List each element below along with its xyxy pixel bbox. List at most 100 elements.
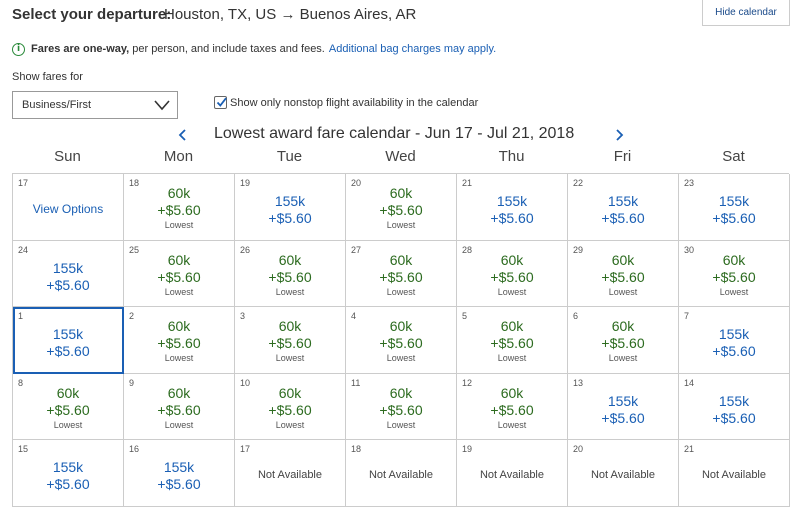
lowest-badge: Lowest <box>275 353 305 363</box>
fare-info: i Fares are one-way, per person, and inc… <box>12 41 496 57</box>
taxes-fees: +$5.60 <box>379 202 423 218</box>
view-options-link[interactable]: View Options <box>32 202 104 216</box>
lowest-badge: Lowest <box>386 220 416 230</box>
taxes-fees: +$5.60 <box>268 401 312 418</box>
calendar-day-cell[interactable]: 30 60k +$5.60 Lowest <box>679 240 790 307</box>
award-miles: 60k <box>500 384 524 401</box>
calendar-day-cell[interactable]: 11 60k +$5.60 Lowest <box>346 373 457 440</box>
day-number: 10 <box>240 377 251 388</box>
taxes-fees: +$5.60 <box>601 409 645 426</box>
nonstop-filter[interactable]: Show only nonstop flight availability in… <box>214 96 478 109</box>
not-available-text: Not Available <box>257 469 322 481</box>
day-number: 9 <box>129 377 135 388</box>
calendar-day-cell[interactable]: 7 155k +$5.60 <box>679 307 790 374</box>
taxes-fees: +$5.60 <box>379 401 423 418</box>
calendar-day-cell[interactable]: 18 60k +$5.60 Lowest <box>124 174 235 241</box>
award-miles: 60k <box>167 185 191 201</box>
award-miles: 60k <box>389 185 413 201</box>
lowest-badge: Lowest <box>497 419 527 430</box>
day-number: 26 <box>240 244 251 255</box>
lowest-badge: Lowest <box>719 286 749 297</box>
departure-header: Select your departure: Houston, TX, US →… <box>12 0 800 30</box>
calendar-day-cell[interactable]: 27 60k +$5.60 Lowest <box>346 240 457 307</box>
taxes-fees: +$5.60 <box>712 343 756 359</box>
lowest-badge: Lowest <box>386 353 416 363</box>
award-miles: 60k <box>167 251 191 268</box>
day-number: 3 <box>240 311 246 321</box>
calendar-day-cell: 17 Not Available <box>235 440 346 507</box>
taxes-fees: +$5.60 <box>712 268 756 285</box>
award-miles: 60k <box>167 384 191 401</box>
taxes-fees: +$5.60 <box>157 268 201 285</box>
calendar-day-cell[interactable]: 15 155k +$5.60 <box>13 440 124 507</box>
calendar-day-cell[interactable]: 13 155k +$5.60 <box>568 373 679 440</box>
day-number: 2 <box>129 311 135 321</box>
bag-charges-link[interactable]: Additional bag charges may apply. <box>328 43 497 55</box>
calendar-day-cell[interactable]: 25 60k +$5.60 Lowest <box>124 240 235 307</box>
nonstop-checkbox[interactable] <box>214 96 227 109</box>
calendar-day-cell[interactable]: 17 View Options <box>13 174 124 241</box>
calendar-day-cell[interactable]: 28 60k +$5.60 Lowest <box>457 240 568 307</box>
calendar-day-cell[interactable]: 26 60k +$5.60 Lowest <box>235 240 346 307</box>
calendar-day-cell[interactable]: 22 155k +$5.60 <box>568 174 679 241</box>
lowest-badge: Lowest <box>497 286 527 297</box>
award-miles: 60k <box>56 384 80 401</box>
award-miles: 155k <box>274 193 306 209</box>
lowest-badge: Lowest <box>275 286 305 297</box>
award-miles: 155k <box>52 326 84 342</box>
award-miles: 60k <box>278 251 302 268</box>
calendar-day-cell[interactable]: 2 60k +$5.60 Lowest <box>124 307 235 374</box>
day-number: 21 <box>462 178 473 188</box>
weekday-header: Sun Mon Tue Wed Thu Fri Sat <box>12 148 789 168</box>
cabin-select[interactable]: Business/First <box>12 91 178 119</box>
day-number: 19 <box>240 178 251 188</box>
cabin-select-value: Business/First <box>22 99 92 111</box>
taxes-fees: +$5.60 <box>712 409 756 426</box>
calendar-day-cell[interactable]: 23 155k +$5.60 <box>679 174 790 241</box>
award-miles: 155k <box>496 193 528 209</box>
lowest-badge: Lowest <box>608 286 638 297</box>
chevron-left-icon[interactable] <box>176 127 190 143</box>
day-number: 7 <box>684 311 690 321</box>
taxes-fees: +$5.60 <box>490 335 534 351</box>
calendar-day-cell[interactable]: 20 60k +$5.60 Lowest <box>346 174 457 241</box>
calendar-day-cell[interactable]: 4 60k +$5.60 Lowest <box>346 307 457 374</box>
day-number: 23 <box>684 178 695 188</box>
taxes-fees: +$5.60 <box>379 268 423 285</box>
calendar-day-cell[interactable]: 9 60k +$5.60 Lowest <box>124 373 235 440</box>
nonstop-label: Show only nonstop flight availability in… <box>230 96 479 109</box>
calendar-day-cell[interactable]: 1 155k +$5.60 <box>13 307 124 374</box>
taxes-fees: +$5.60 <box>379 335 423 351</box>
award-miles: 155k <box>718 392 750 409</box>
calendar-day-cell[interactable]: 12 60k +$5.60 Lowest <box>457 373 568 440</box>
calendar-day-cell[interactable]: 14 155k +$5.60 <box>679 373 790 440</box>
calendar-day-cell[interactable]: 10 60k +$5.60 Lowest <box>235 373 346 440</box>
award-miles: 155k <box>607 392 639 409</box>
taxes-fees: +$5.60 <box>490 210 534 226</box>
hide-calendar-button[interactable]: Hide calendar <box>702 0 790 26</box>
calendar-day-cell[interactable]: 21 155k +$5.60 <box>457 174 568 241</box>
day-number: 17 <box>240 444 251 454</box>
day-number: 1 <box>18 311 24 321</box>
day-number: 15 <box>18 444 29 454</box>
calendar-day-cell[interactable]: 3 60k +$5.60 Lowest <box>235 307 346 374</box>
departure-label: Select your departure: <box>12 6 172 23</box>
calendar-day-cell: 19 Not Available <box>457 440 568 507</box>
not-available-text: Not Available <box>479 469 544 481</box>
calendar-day-cell[interactable]: 16 155k +$5.60 <box>124 440 235 507</box>
calendar-day-cell[interactable]: 6 60k +$5.60 Lowest <box>568 307 679 374</box>
calendar-day-cell[interactable]: 24 155k +$5.60 <box>13 240 124 307</box>
day-number: 28 <box>462 244 473 255</box>
calendar-day-cell[interactable]: 29 60k +$5.60 Lowest <box>568 240 679 307</box>
lowest-badge: Lowest <box>164 419 194 430</box>
calendar-day-cell[interactable]: 19 155k +$5.60 <box>235 174 346 241</box>
calendar-day-cell[interactable]: 5 60k +$5.60 Lowest <box>457 307 568 374</box>
lowest-badge: Lowest <box>386 286 416 297</box>
chevron-right-icon[interactable] <box>612 127 626 143</box>
day-number: 27 <box>351 244 362 255</box>
calendar-day-cell[interactable]: 8 60k +$5.60 Lowest <box>13 373 124 440</box>
lowest-badge: Lowest <box>386 419 416 430</box>
taxes-fees: +$5.60 <box>157 401 201 418</box>
day-number: 24 <box>18 244 29 255</box>
route-text: Houston, TX, US → Buenos Aires, AR <box>164 6 417 23</box>
